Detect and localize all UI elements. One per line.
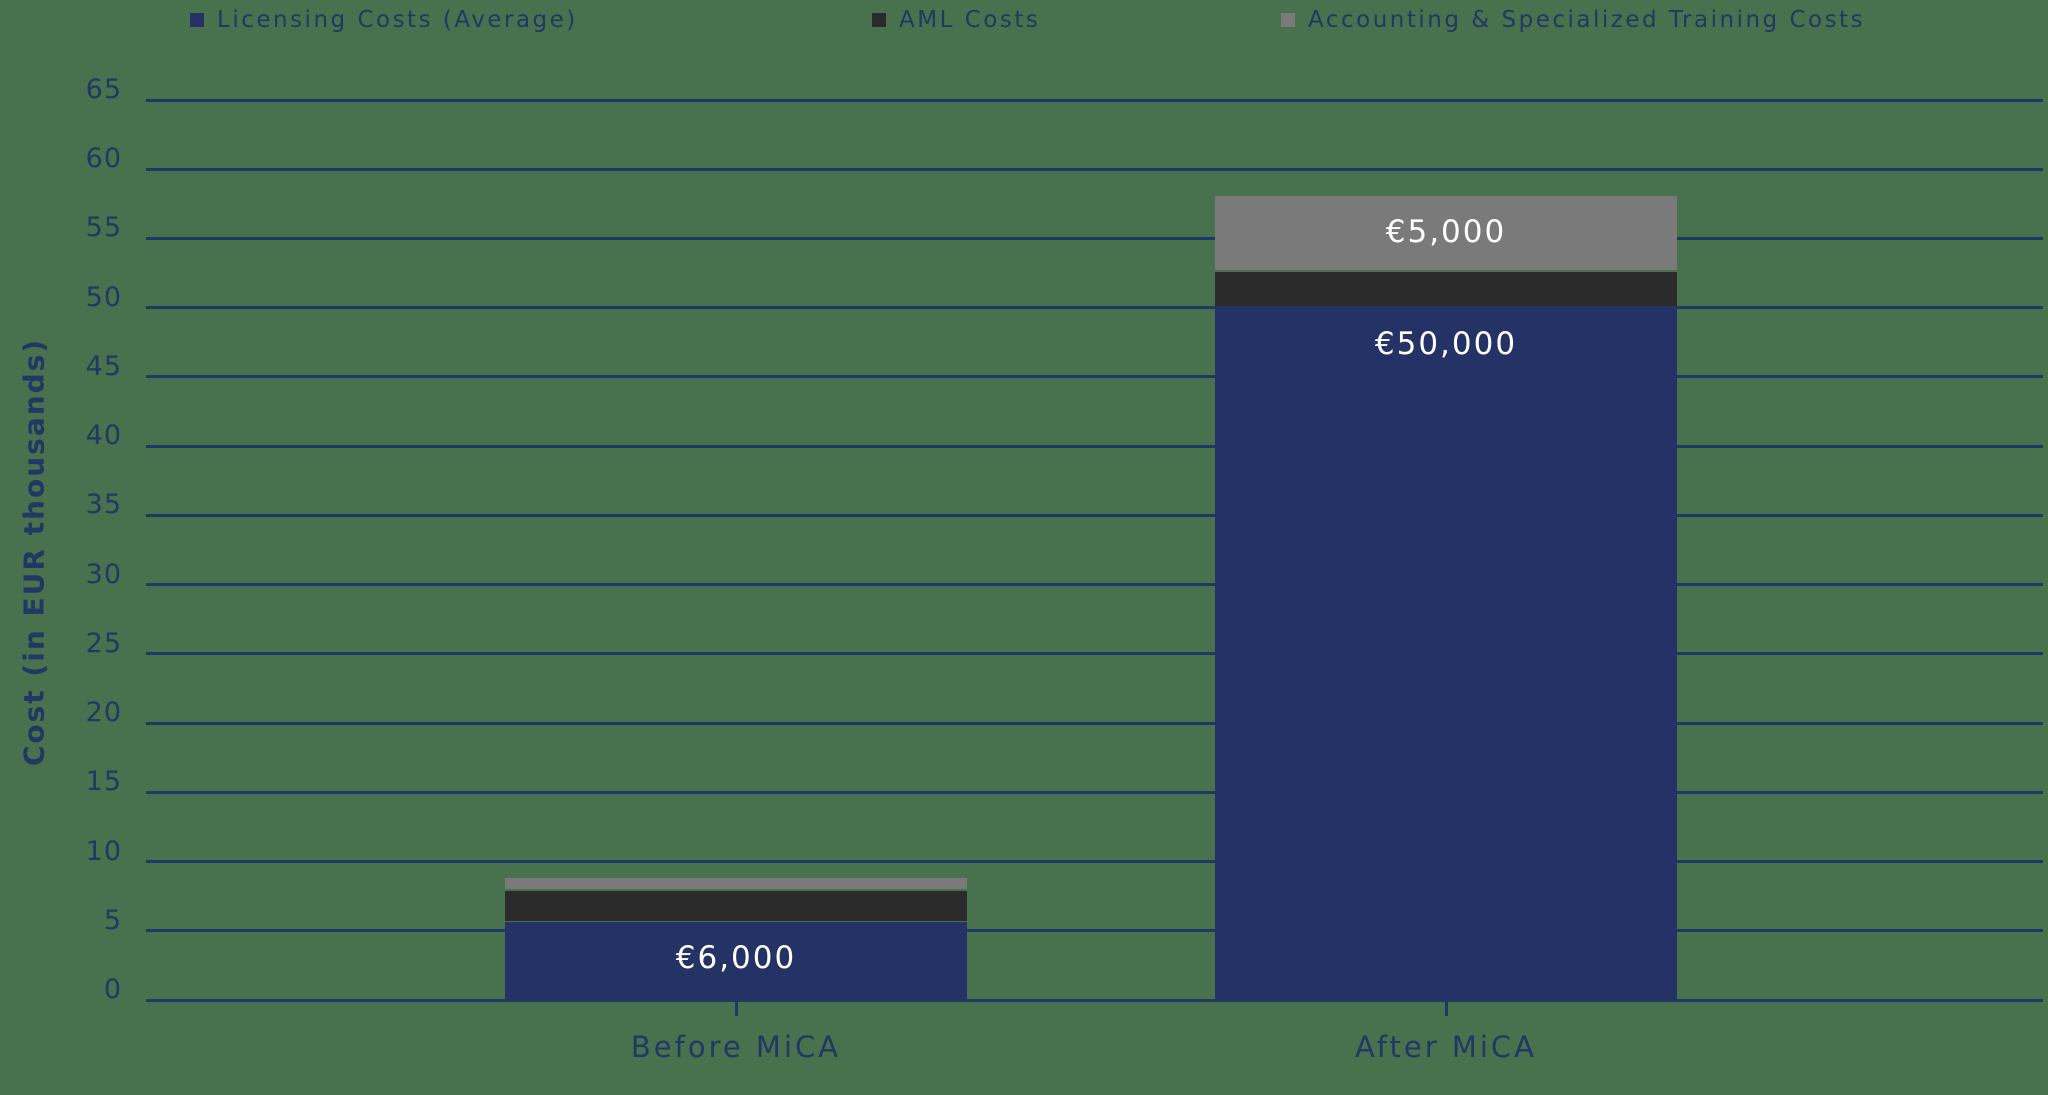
legend-label: Licensing Costs (Average) [217, 7, 578, 33]
x-category-label: Before MiCA [630, 1030, 842, 1064]
bar-segment [505, 878, 967, 890]
y-tick-label: 35 [85, 489, 122, 521]
gridline [146, 652, 2043, 656]
bar-data-label: €50,000 [1374, 325, 1518, 362]
bar-segment [505, 890, 967, 921]
bar-data-label: €5,000 [1385, 213, 1507, 250]
y-tick-label: 65 [85, 74, 122, 105]
x-axis-tick [734, 1000, 738, 1016]
y-tick-label: 15 [85, 766, 122, 798]
bar-segment [505, 922, 967, 1000]
bar-segment [1215, 195, 1677, 271]
gridline [146, 860, 2043, 864]
legend-item: Accounting & Specialized Training Costs [1281, 6, 1865, 34]
y-tick-label: 40 [85, 420, 122, 452]
gridline [146, 375, 2043, 379]
gridline [146, 790, 2043, 794]
gridline [146, 998, 2043, 1002]
bar-segment [1215, 307, 1677, 1000]
legend-swatch-icon [190, 13, 204, 27]
y-tick-label: 10 [85, 835, 122, 867]
x-category-label: After MiCA [1354, 1030, 1538, 1064]
y-tick-label: 50 [85, 281, 122, 313]
legend-label: AML Costs [899, 7, 1041, 33]
legend-swatch-icon [1281, 13, 1295, 27]
y-tick-label: 5 [103, 904, 122, 936]
bar-segment [1215, 271, 1677, 307]
gridline [146, 167, 2043, 171]
y-tick-label: 55 [85, 212, 122, 244]
gridline [146, 444, 2043, 448]
legend-item: AML Costs [872, 6, 1040, 34]
gridline [146, 721, 2043, 725]
y-tick-label: 20 [85, 697, 122, 729]
y-tick-label: 25 [85, 627, 122, 659]
gridline [146, 236, 2043, 240]
y-tick-label: 0 [103, 974, 122, 1005]
y-tick-label: 45 [85, 350, 122, 382]
y-tick-label: 60 [85, 143, 122, 175]
x-axis-tick [1444, 1000, 1448, 1016]
legend-item: Licensing Costs (Average) [190, 6, 578, 34]
bar-data-label: €6,000 [675, 940, 797, 977]
legend-swatch-icon [872, 13, 886, 27]
gridline [146, 306, 2043, 310]
y-tick-label: 30 [85, 558, 122, 590]
legend-label: Accounting & Specialized Training Costs [1308, 7, 1866, 33]
gridline [146, 513, 2043, 517]
gridline [146, 929, 2043, 933]
gridline [146, 98, 2043, 102]
gridline [146, 583, 2043, 587]
